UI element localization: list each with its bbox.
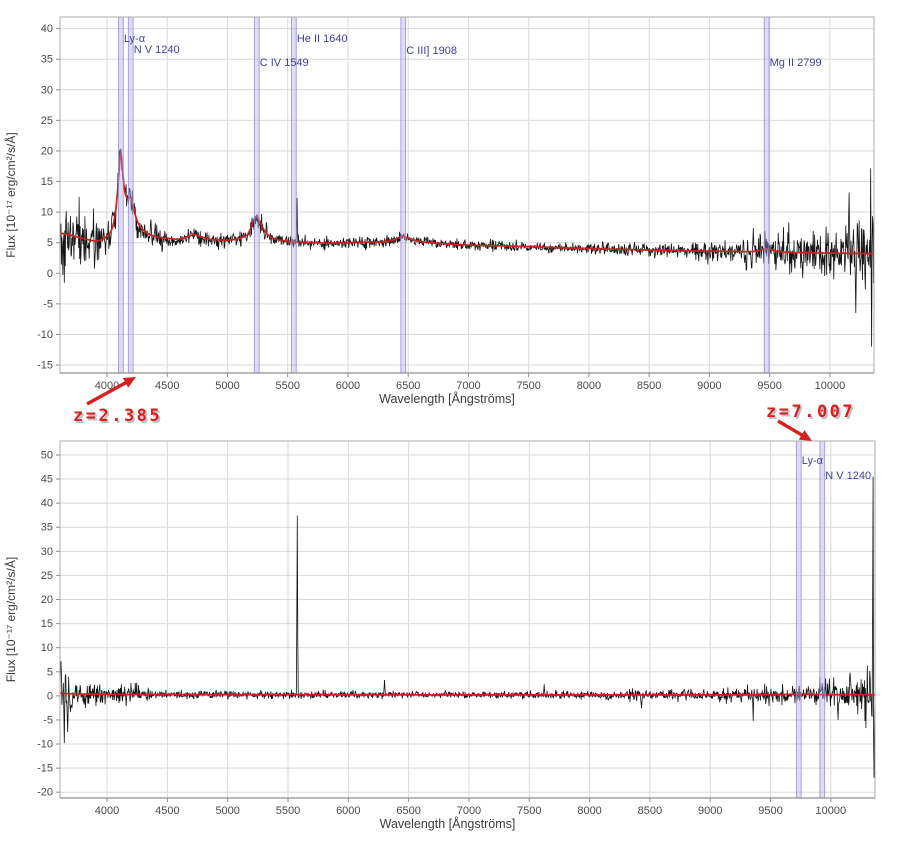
y-tick-label: -5: [43, 714, 53, 726]
y-tick-label: 35: [41, 522, 53, 534]
x-tick-label: 5000: [215, 380, 239, 392]
emission-line-label: N V 1240: [825, 470, 871, 482]
y-tick-label: -20: [37, 787, 53, 799]
redshift-arrow-shaft: [777, 419, 806, 438]
emission-line-band: [117, 16, 124, 374]
redshift-label: z=2.385: [73, 406, 162, 426]
redshift-label-shadow: z=2.385: [75, 408, 164, 428]
redshift-label: z=7.007: [766, 402, 855, 422]
y-tick-label: 45: [41, 474, 53, 486]
x-tick-label: 6500: [396, 380, 420, 392]
x-tick-label: 7000: [456, 380, 480, 392]
emission-line-label: C III] 1908: [406, 45, 457, 57]
y-axis-label: Flux [10⁻¹⁷ erg/cm²/s/Å]: [3, 557, 18, 682]
x-tick-label: 8000: [577, 805, 601, 817]
emission-line-label: N V 1240: [134, 44, 180, 56]
y-tick-label: 20: [41, 594, 53, 606]
y-tick-label: 20: [41, 145, 53, 157]
y-tick-label: 30: [41, 546, 53, 558]
x-tick-label: 8000: [577, 380, 601, 392]
y-tick-label: -10: [37, 329, 53, 341]
emission-line-label: Mg II 2799: [770, 57, 822, 69]
emission-line-label: Ly-α: [802, 455, 824, 467]
x-tick-label: 4500: [155, 380, 179, 392]
y-tick-label: 15: [41, 618, 53, 630]
y-tick-label: 10: [41, 207, 53, 219]
y-tick-label: 15: [41, 176, 53, 188]
y-tick-label: 0: [47, 690, 53, 702]
model-fit-path: [59, 692, 875, 696]
x-tick-label: 8500: [638, 805, 662, 817]
y-tick-label: 50: [41, 449, 53, 461]
emission-line-band: [291, 16, 297, 374]
x-tick-label: 7000: [457, 805, 481, 817]
emission-line-band: [763, 16, 770, 374]
x-tick-label: 9500: [757, 380, 781, 392]
plot-frame: [59, 16, 875, 374]
y-tick-label: 30: [41, 84, 53, 96]
x-tick-label: 10000: [816, 805, 847, 817]
x-tick-label: 5000: [215, 805, 239, 817]
grid-top-spectrum: [60, 17, 874, 373]
x-tick-label: 5500: [276, 805, 300, 817]
x-tick-label: 6000: [336, 380, 360, 392]
plot-bottom-spectrum: 4000 4500 5000 5500 6000 6500 7000 7500 8000 8500…: [3, 440, 876, 831]
x-tick-label: 7500: [516, 380, 540, 392]
x-tick-label: 9000: [697, 380, 721, 392]
redshift-label-shadow: z=7.007: [768, 404, 857, 424]
emission-line-band: [795, 440, 802, 799]
x-axis-label: Wavelength [Ångströms]: [380, 816, 516, 831]
y-tick-label: -10: [37, 739, 53, 751]
x-tick-label: 8500: [637, 380, 661, 392]
emission-line-label: He II 1640: [297, 33, 348, 45]
redshift-arrow-head: [798, 430, 812, 441]
model-fit-path: [59, 152, 875, 255]
x-tick-label: 4000: [95, 805, 119, 817]
x-tick-label: 6500: [396, 805, 420, 817]
y-tick-label: 5: [47, 237, 53, 249]
y-tick-label: -15: [37, 360, 53, 372]
emission-line-label: Ly-α: [124, 33, 146, 45]
y-tick-label: 10: [41, 642, 53, 654]
redshift-arrow-head: [122, 377, 136, 388]
x-axis-label: Wavelength [Ångströms]: [379, 391, 515, 406]
emission-line-band: [400, 16, 407, 374]
y-tick-label: 5: [47, 666, 53, 678]
grid-bottom-spectrum: [60, 441, 875, 798]
y-tick-label: -15: [37, 763, 53, 775]
y-tick-label: 40: [41, 23, 53, 35]
observed-spectrum-path: [59, 148, 875, 347]
redshift-arrow-shaft: [86, 379, 129, 406]
x-tick-label: 4500: [155, 805, 179, 817]
x-tick-label: 7500: [517, 805, 541, 817]
y-tick-label: 25: [41, 570, 53, 582]
x-tick-label: 6000: [336, 805, 360, 817]
y-tick-label: 35: [41, 54, 53, 66]
y-tick-label: 25: [41, 115, 53, 127]
x-tick-label: 9000: [698, 805, 722, 817]
observed-spectrum-path: [59, 476, 876, 778]
x-tick-label: 10000: [815, 380, 846, 392]
x-tick-label: 5500: [275, 380, 299, 392]
y-tick-label: 40: [41, 498, 53, 510]
emission-line-band: [253, 16, 260, 374]
emission-line-label: C IV 1549: [260, 57, 309, 69]
plot-top-spectrum: 4000 4500 5000 5500 6000 6500 7000 7500 8000 8500…: [3, 16, 875, 406]
y-tick-label: -5: [43, 298, 53, 310]
x-tick-label: 9500: [758, 805, 782, 817]
emission-line-band: [127, 16, 134, 374]
y-axis-label: Flux [10⁻¹⁷ erg/cm²/s/Å]: [3, 132, 18, 257]
y-tick-label: 0: [47, 268, 53, 280]
emission-line-band: [819, 440, 826, 799]
